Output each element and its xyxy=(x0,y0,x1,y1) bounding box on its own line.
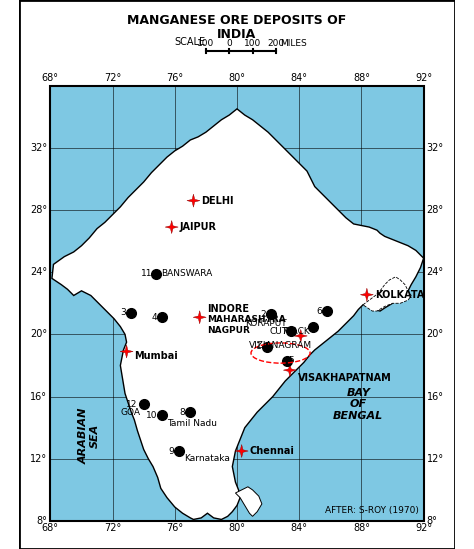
Text: CUTTACK: CUTTACK xyxy=(270,327,310,336)
Polygon shape xyxy=(363,277,411,311)
Text: 12: 12 xyxy=(126,400,137,409)
Polygon shape xyxy=(236,487,262,517)
Text: KOLKATA: KOLKATA xyxy=(374,290,424,300)
Text: 16°: 16° xyxy=(30,391,47,401)
Text: ARABIAN
SEA: ARABIAN SEA xyxy=(79,407,100,464)
Text: 12°: 12° xyxy=(30,454,47,464)
Polygon shape xyxy=(52,109,424,519)
Polygon shape xyxy=(283,363,296,377)
Text: 28°: 28° xyxy=(30,205,47,215)
Text: 12°: 12° xyxy=(427,454,444,464)
Text: 200: 200 xyxy=(267,39,284,48)
Text: Tamil Nadu: Tamil Nadu xyxy=(167,418,217,428)
Text: 10: 10 xyxy=(146,411,157,420)
Polygon shape xyxy=(187,194,200,207)
Text: Karnataka: Karnataka xyxy=(184,454,230,463)
Text: 8°: 8° xyxy=(36,516,47,526)
Text: 0: 0 xyxy=(227,39,232,48)
Text: BAY
OF
BENGAL: BAY OF BENGAL xyxy=(333,388,383,421)
Text: 9: 9 xyxy=(169,446,174,456)
Polygon shape xyxy=(294,329,307,343)
Bar xyxy=(50,86,424,521)
Text: INDORE: INDORE xyxy=(208,305,249,315)
Text: AFTER: S-ROY (1970): AFTER: S-ROY (1970) xyxy=(325,506,419,515)
Text: 80°: 80° xyxy=(228,73,246,83)
Text: MILES: MILES xyxy=(281,39,307,48)
Text: GOA: GOA xyxy=(120,408,140,417)
Text: 2: 2 xyxy=(261,310,266,318)
Text: MANGANESE ORE DEPOSITS OF: MANGANESE ORE DEPOSITS OF xyxy=(128,14,346,27)
Text: 76°: 76° xyxy=(166,523,183,533)
Text: 72°: 72° xyxy=(104,523,121,533)
Text: 84°: 84° xyxy=(291,523,308,533)
Text: 100: 100 xyxy=(197,39,215,48)
Text: 72°: 72° xyxy=(104,73,121,83)
Text: 76°: 76° xyxy=(166,73,183,83)
Text: Chennai: Chennai xyxy=(249,446,294,456)
Text: 7: 7 xyxy=(281,327,286,336)
Polygon shape xyxy=(235,445,248,457)
Text: VISAKHAPATNAM: VISAKHAPATNAM xyxy=(298,373,392,383)
Polygon shape xyxy=(360,288,374,301)
Text: 84°: 84° xyxy=(291,73,308,83)
Text: KORAPUT: KORAPUT xyxy=(245,319,286,328)
Text: 24°: 24° xyxy=(30,267,47,277)
Text: INDIA: INDIA xyxy=(218,27,256,41)
Text: BANSWARA: BANSWARA xyxy=(161,269,212,278)
Text: 80°: 80° xyxy=(228,523,246,533)
Polygon shape xyxy=(165,221,178,233)
Text: VIZIANAGRAM: VIZIANAGRAM xyxy=(249,341,312,350)
Text: SCALE: SCALE xyxy=(175,37,206,47)
Text: 8°: 8° xyxy=(427,516,438,526)
Text: 100: 100 xyxy=(244,39,261,48)
Polygon shape xyxy=(193,311,206,324)
Text: 20°: 20° xyxy=(427,329,444,339)
Text: JAIPUR: JAIPUR xyxy=(180,222,217,232)
Text: 88°: 88° xyxy=(353,523,370,533)
Text: 1: 1 xyxy=(256,343,262,351)
Text: 68°: 68° xyxy=(42,73,59,83)
Text: 32°: 32° xyxy=(30,143,47,153)
Text: 68°: 68° xyxy=(42,523,59,533)
Polygon shape xyxy=(120,345,133,358)
Text: 8: 8 xyxy=(180,408,185,417)
Text: 92°: 92° xyxy=(415,523,432,533)
Text: 16°: 16° xyxy=(427,391,444,401)
Text: 4: 4 xyxy=(152,313,157,322)
Text: 88°: 88° xyxy=(353,73,370,83)
Text: 20°: 20° xyxy=(30,329,47,339)
Text: 5: 5 xyxy=(289,356,294,365)
Text: 32°: 32° xyxy=(427,143,444,153)
Text: MAHARASHTRA
NAGPUR: MAHARASHTRA NAGPUR xyxy=(208,315,286,335)
Text: 6: 6 xyxy=(317,306,322,316)
Text: 92°: 92° xyxy=(415,73,432,83)
Text: 3: 3 xyxy=(120,308,127,317)
Text: 24°: 24° xyxy=(427,267,444,277)
Text: 28°: 28° xyxy=(427,205,444,215)
Text: DELHI: DELHI xyxy=(201,195,234,206)
Text: Mumbai: Mumbai xyxy=(134,351,178,361)
Text: 11: 11 xyxy=(141,269,153,278)
